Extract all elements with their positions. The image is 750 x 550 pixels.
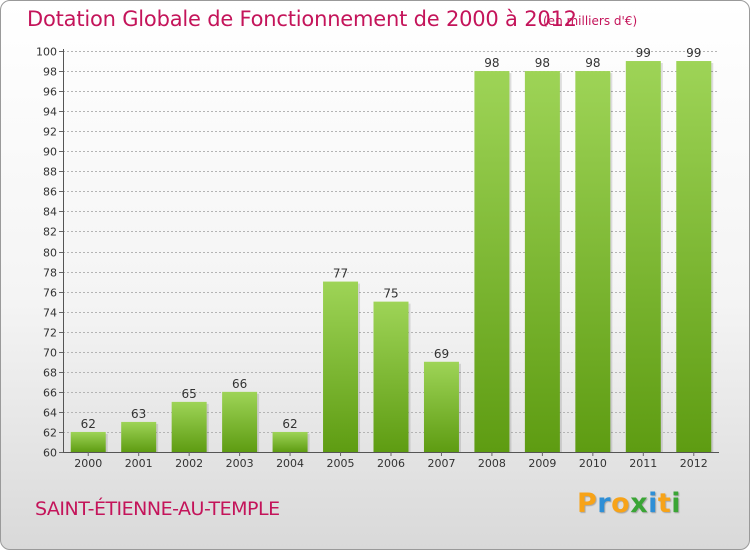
value-label-2004: 62 xyxy=(282,417,297,431)
logo-letter: i xyxy=(648,488,658,519)
x-tick-label-2004: 2004 xyxy=(276,457,304,470)
value-label-2006: 75 xyxy=(383,287,398,301)
y-tick-label: 76 xyxy=(43,287,57,300)
x-tick-label-2012: 2012 xyxy=(680,457,708,470)
y-tick-label: 60 xyxy=(43,447,57,460)
y-tick-label: 96 xyxy=(43,86,57,99)
commune-name: SAINT-ÉTIENNE-AU-TEMPLE xyxy=(35,498,280,520)
proxiti-logo: Proxiti xyxy=(577,488,681,519)
y-tick-label: 98 xyxy=(43,66,57,79)
y-tick-label: 72 xyxy=(43,327,57,340)
bar-2000 xyxy=(70,431,106,452)
y-tick-label: 100 xyxy=(36,46,57,59)
x-tick-label-2006: 2006 xyxy=(377,457,405,470)
value-label-2001: 63 xyxy=(131,407,146,421)
bar-2009 xyxy=(524,71,560,453)
x-tick-label-2001: 2001 xyxy=(125,457,153,470)
y-tick-label: 74 xyxy=(43,307,57,320)
y-tick-label: 94 xyxy=(43,106,57,119)
value-label-2005: 77 xyxy=(333,267,348,281)
axes xyxy=(59,49,719,456)
bar-2007 xyxy=(423,361,459,452)
bar-2004 xyxy=(272,431,308,452)
logo-letter: r xyxy=(597,488,612,519)
bar-2011 xyxy=(625,61,661,453)
value-label-2008: 98 xyxy=(484,56,499,70)
bar-2003 xyxy=(222,391,258,452)
value-label-2002: 65 xyxy=(182,387,197,401)
logo-letter: P xyxy=(577,488,598,519)
bar-2010 xyxy=(575,71,611,453)
y-tick-label: 84 xyxy=(43,206,57,219)
x-tick-label-2008: 2008 xyxy=(478,457,506,470)
x-tick-label-2009: 2009 xyxy=(528,457,556,470)
y-tick-label: 78 xyxy=(43,267,57,280)
value-label-2003: 66 xyxy=(232,377,247,391)
x-tick-label-2010: 2010 xyxy=(579,457,607,470)
x-tick-label-2007: 2007 xyxy=(427,457,455,470)
x-tick-label-2005: 2005 xyxy=(327,457,355,470)
logo-letter: o xyxy=(611,488,631,519)
y-tick-label: 62 xyxy=(43,427,57,440)
bar-2008 xyxy=(474,71,510,453)
value-label-2000: 62 xyxy=(81,417,96,431)
y-tick-label: 80 xyxy=(43,247,57,260)
value-label-2012: 99 xyxy=(686,46,701,60)
y-tick-label: 64 xyxy=(43,407,57,420)
y-tick-label: 88 xyxy=(43,166,57,179)
bars xyxy=(70,61,714,453)
y-tick-label: 68 xyxy=(43,367,57,380)
value-label-2011: 99 xyxy=(636,46,651,60)
x-tick-label-2003: 2003 xyxy=(226,457,254,470)
y-tick-label: 66 xyxy=(43,387,57,400)
x-tick-label-2000: 2000 xyxy=(74,457,102,470)
value-label-2007: 69 xyxy=(434,347,449,361)
y-tick-label: 82 xyxy=(43,226,57,239)
value-label-2010: 98 xyxy=(585,56,600,70)
labels: 60 62 64 66 68 70 72 74 76 78 80 82 84 86 88 90 92 94 96 98… xyxy=(36,46,708,471)
x-tick-label-2011: 2011 xyxy=(629,457,657,470)
bar-2006 xyxy=(373,301,409,452)
x-tick-label-2002: 2002 xyxy=(175,457,203,470)
logo-letter: i xyxy=(671,488,682,519)
y-tick-label: 90 xyxy=(43,146,57,159)
bar-2001 xyxy=(121,421,157,452)
bar-2012 xyxy=(676,61,712,453)
logo-letter: t xyxy=(657,488,672,519)
unit-label: (en milliers d'€) xyxy=(543,14,638,28)
bar-2002 xyxy=(171,401,207,452)
bar-2005 xyxy=(323,281,359,452)
y-tick-label: 86 xyxy=(43,186,57,199)
y-tick-label: 70 xyxy=(43,347,57,360)
chart-title: Dotation Globale de Fonctionnement de 20… xyxy=(27,7,577,31)
logo-letter: x xyxy=(630,488,649,519)
value-label-2009: 98 xyxy=(535,56,550,70)
y-tick-label: 92 xyxy=(43,126,57,139)
